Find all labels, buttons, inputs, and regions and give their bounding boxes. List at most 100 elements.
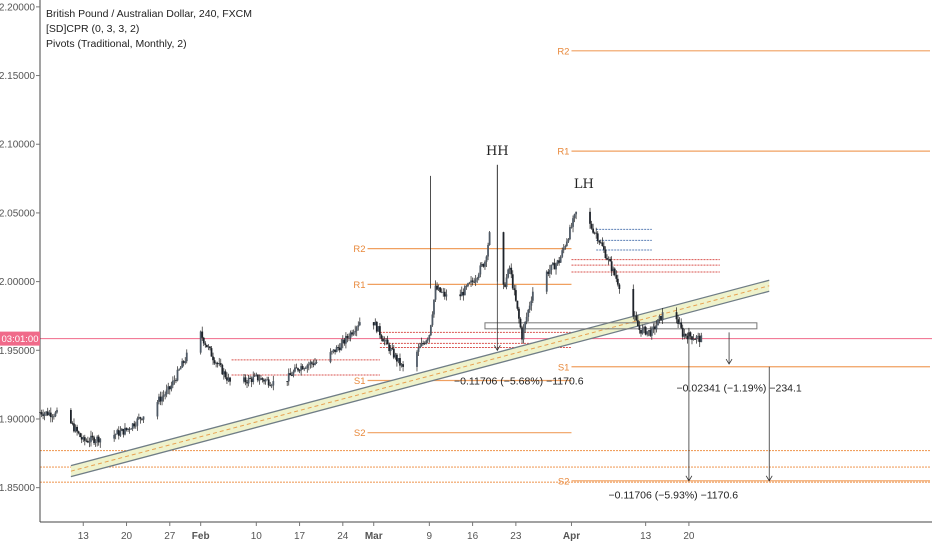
candle-body bbox=[678, 322, 681, 324]
candle-body bbox=[77, 431, 80, 434]
candle-body bbox=[573, 214, 576, 219]
candle-body bbox=[522, 328, 525, 340]
legend-indicator-pivots[interactable]: Pivots (Traditional, Monthly, 2) bbox=[46, 38, 187, 50]
candle-body bbox=[661, 312, 664, 321]
trend-channel bbox=[70, 279, 770, 478]
candle-body bbox=[165, 389, 168, 395]
candle-body bbox=[429, 325, 432, 336]
candle-body bbox=[606, 258, 608, 260]
candle-body bbox=[423, 343, 426, 345]
y-tick-label: 2.15000 bbox=[0, 71, 35, 82]
candle-body bbox=[399, 358, 401, 366]
candle-body bbox=[205, 344, 208, 348]
candle-body bbox=[136, 418, 139, 426]
candle-body bbox=[513, 288, 516, 291]
candle-body bbox=[646, 331, 649, 335]
candle-body bbox=[249, 377, 252, 379]
candle-body bbox=[459, 294, 462, 297]
candle-body bbox=[615, 275, 618, 279]
candle-body bbox=[402, 364, 404, 367]
candle-body bbox=[341, 339, 344, 344]
candle-body bbox=[569, 227, 571, 240]
candle-body bbox=[340, 343, 343, 351]
x-tick-label: Mar bbox=[365, 531, 383, 542]
candle-body bbox=[635, 315, 638, 321]
candle-body bbox=[168, 386, 171, 390]
candle-body bbox=[215, 363, 218, 364]
candle-body bbox=[436, 285, 438, 290]
candle-body bbox=[640, 330, 642, 334]
candle-body bbox=[357, 325, 360, 328]
price-tag-bg bbox=[0, 331, 40, 346]
candle-body bbox=[638, 326, 641, 331]
candle-body bbox=[504, 284, 506, 287]
candle-body bbox=[655, 325, 658, 330]
candle-body bbox=[171, 380, 174, 386]
candle-body bbox=[91, 435, 94, 438]
candle-body bbox=[531, 291, 534, 301]
candle-body bbox=[644, 326, 647, 335]
candle-body bbox=[684, 333, 687, 336]
candle-body bbox=[46, 411, 49, 416]
y-tick-label: 1.95000 bbox=[0, 346, 35, 357]
candle-body bbox=[575, 211, 578, 215]
candle-body bbox=[462, 291, 465, 296]
candle-body bbox=[178, 369, 180, 371]
candle-body bbox=[184, 361, 187, 363]
candle-body bbox=[354, 331, 357, 333]
candle-body bbox=[388, 344, 391, 352]
candle-body bbox=[395, 354, 398, 362]
candle-body bbox=[550, 264, 553, 271]
candle-body bbox=[263, 379, 265, 382]
candle-body bbox=[56, 409, 58, 413]
label-hh: HH bbox=[486, 144, 509, 159]
candle-body bbox=[258, 379, 261, 381]
candle-body bbox=[601, 242, 604, 247]
candle-body bbox=[97, 436, 100, 443]
candle-body bbox=[82, 437, 85, 440]
x-tick-label: 20 bbox=[121, 531, 133, 542]
candle-body bbox=[227, 377, 230, 381]
candle-body bbox=[416, 351, 418, 367]
x-tick-label: 9 bbox=[427, 531, 433, 542]
candle-body bbox=[243, 377, 245, 382]
candle-body bbox=[272, 381, 275, 386]
candle-body bbox=[80, 437, 83, 440]
candle-body bbox=[426, 338, 429, 341]
candle-body bbox=[314, 362, 316, 365]
candle-body bbox=[229, 377, 231, 382]
candle-body bbox=[598, 241, 601, 243]
measure-arrow-2-head bbox=[725, 358, 733, 365]
candle-body bbox=[559, 256, 562, 263]
candle-body bbox=[609, 259, 612, 262]
candle-body bbox=[346, 335, 349, 338]
candle-body bbox=[545, 271, 548, 292]
candle-body bbox=[134, 425, 137, 427]
candle-body bbox=[683, 333, 686, 337]
candle-body bbox=[680, 322, 683, 328]
candle-body bbox=[226, 377, 228, 381]
y-tick-label: 2.10000 bbox=[0, 140, 35, 151]
candles bbox=[39, 164, 703, 448]
candle-body bbox=[287, 373, 290, 382]
candle-body bbox=[170, 385, 173, 390]
candle-body bbox=[417, 347, 420, 352]
candle-body bbox=[474, 279, 477, 283]
candle-body bbox=[331, 351, 333, 353]
candle-body bbox=[400, 364, 403, 366]
candle-body bbox=[480, 263, 483, 266]
y-tick-label: 1.90000 bbox=[0, 414, 35, 425]
candle-body bbox=[51, 416, 54, 418]
candle-body bbox=[519, 318, 522, 328]
candle-body bbox=[603, 246, 605, 250]
legend-indicator-cpr[interactable]: [SD]CPR (0, 3, 3, 2) bbox=[46, 23, 140, 35]
candle-body bbox=[289, 373, 292, 376]
candle-body bbox=[471, 280, 474, 282]
candle-body bbox=[652, 326, 655, 329]
candle-body bbox=[691, 336, 693, 340]
x-tick-label: 13 bbox=[640, 531, 652, 542]
candle-body bbox=[394, 354, 397, 358]
pivot-s1-label: S1 bbox=[354, 376, 366, 387]
candle-body bbox=[397, 358, 400, 362]
